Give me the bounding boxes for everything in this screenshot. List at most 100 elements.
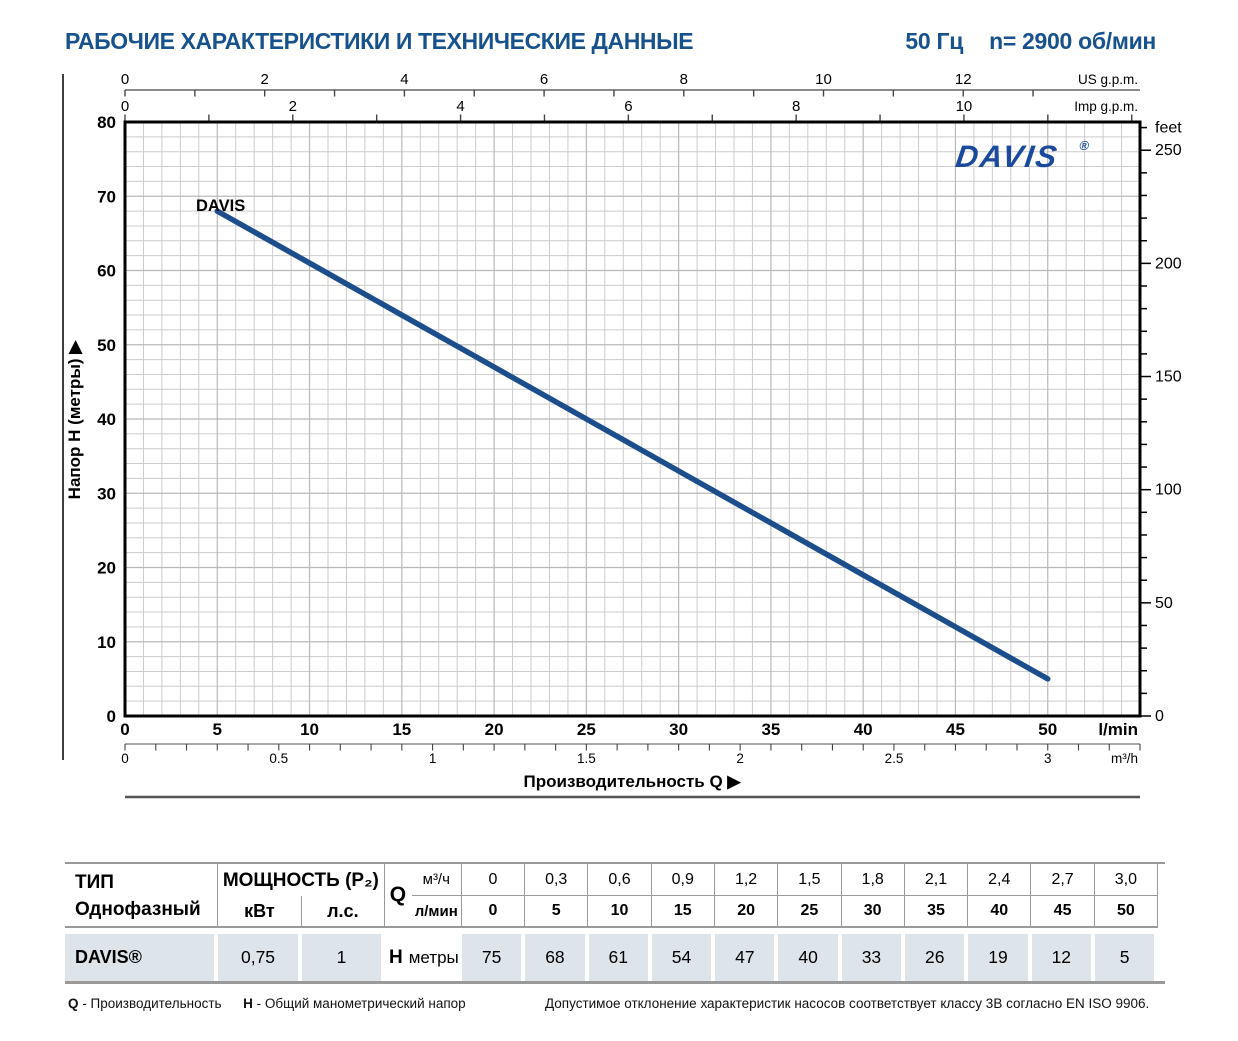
h-value: 40 [778, 934, 838, 981]
us-gpm-tick: 2 [261, 71, 269, 88]
table-top-border [65, 862, 1165, 864]
q-lmin-value: 50 [1116, 902, 1135, 919]
q-lmin-value: 25 [800, 902, 819, 919]
meters-tick: 30 [97, 484, 116, 503]
q-m3h-value: 3,0 [1094, 864, 1158, 896]
power-hp-value: 1 [302, 934, 381, 981]
q-unit-m3h: м³/ч [411, 864, 461, 896]
h-value: 33 [841, 934, 902, 981]
lmin-tick: 40 [854, 720, 873, 739]
lmin-tick: 10 [300, 720, 319, 739]
us-gpm-tick: 12 [955, 71, 972, 88]
type-sub: Однофазный [75, 899, 201, 920]
footnote-q-abbr: Q [68, 996, 79, 1011]
h-value: 19 [968, 934, 1028, 981]
us-gpm-tick: 10 [815, 71, 832, 88]
m3h-tick: 2 [736, 751, 744, 766]
imp-gpm-tick: 8 [792, 98, 800, 115]
q-m3h-value: 1,2 [714, 864, 778, 896]
lmin-tick: 45 [946, 720, 965, 739]
footnote-h-abbr: H [243, 996, 253, 1011]
us-gpm-tick: 6 [540, 71, 548, 88]
feet-tick: 150 [1155, 369, 1182, 386]
q-value-column: 1,2 20 [714, 864, 779, 926]
q-m3h-value: 0 [461, 864, 525, 896]
footnote-q-text: - Производительность [82, 996, 222, 1011]
speed-label: n= 2900 об/мин [989, 28, 1156, 54]
feet-tick: 250 [1155, 142, 1182, 159]
meters-tick: 70 [97, 187, 116, 206]
h-label: H [389, 947, 403, 968]
feet-tick: 200 [1155, 255, 1182, 272]
lmin-tick: 0 [120, 720, 129, 739]
m3h-tick: 2.5 [885, 751, 904, 766]
brand-logo-text: DAVIS [954, 139, 1061, 174]
meters-tick: 50 [97, 336, 116, 355]
pump-curve [214, 208, 1051, 682]
type-header-cell: ТИП Однофазный [65, 864, 218, 926]
table-bottom-border [65, 981, 1165, 984]
m3h-axis-label: m³/h [1111, 751, 1138, 766]
lmin-tick: 15 [392, 720, 411, 739]
imp-gpm-tick: 2 [289, 98, 297, 115]
us-gpm-tick: 4 [400, 71, 408, 88]
q-value-column: 0,6 10 [588, 864, 652, 926]
lmin-tick: 50 [1038, 720, 1057, 739]
m3h-tick: 3 [1044, 751, 1052, 766]
frequency-label: 50 Гц [905, 28, 964, 54]
q-unit-lmin: л/мин [414, 902, 458, 920]
h-value: 61 [588, 934, 648, 981]
q-m3h-value: 1,5 [778, 864, 841, 896]
q-lmin-value: 10 [610, 902, 629, 919]
m3h-tick: 0.5 [269, 751, 288, 766]
lmin-tick: 20 [485, 720, 504, 739]
power-unit-kw: кВт [218, 896, 302, 926]
footnote-legend: Q - Производительность H - Общий маномет… [68, 996, 466, 1011]
feet-tick: 0 [1155, 708, 1164, 725]
q-m3h-value: 2,7 [1031, 864, 1094, 896]
imp-gpm-tick: 10 [956, 98, 973, 115]
h-value: 68 [525, 934, 585, 981]
q-m3h-value: 2,4 [968, 864, 1031, 896]
h-value: 26 [905, 934, 965, 981]
power-header: МОЩНОСТЬ (P₂) [222, 870, 379, 891]
q-m3h-value: 0,3 [525, 864, 588, 896]
q-label: Q [389, 883, 407, 906]
q-m3h-value: 0,6 [588, 864, 651, 896]
q-lmin-value: 15 [673, 902, 692, 919]
h-value: 47 [715, 934, 775, 981]
q-lmin-value: 5 [551, 902, 561, 919]
q-value-column: 3,0 50 [1094, 864, 1159, 926]
q-value-column: 1,5 25 [778, 864, 842, 926]
feet-tick: 50 [1155, 595, 1173, 612]
footnote-tolerance: Допустимое отклонение характеристик насо… [545, 996, 1150, 1011]
table-header: ТИП Однофазный МОЩНОСТЬ (P₂) кВт л.с. Q … [65, 864, 1159, 928]
q-lmin-value: 30 [863, 902, 882, 919]
page-title: РАБОЧИЕ ХАРАКТЕРИСТИКИ И ТЕХНИЧЕСКИЕ ДАН… [65, 28, 694, 54]
q-value-column: 0,9 15 [651, 864, 715, 926]
plot-frame [123, 120, 1142, 718]
lmin-tick: 30 [669, 720, 688, 739]
h-value: 54 [651, 934, 712, 981]
power-header-cell: МОЩНОСТЬ (P₂) кВт л.с. [218, 864, 385, 926]
curve-label: DAVIS [196, 197, 245, 215]
meters-tick: 80 [97, 113, 116, 132]
h-value: 12 [1031, 934, 1091, 981]
lmin-tick: 5 [213, 720, 222, 739]
meters-tick: 60 [97, 262, 116, 281]
q-lmin-value: 20 [737, 902, 755, 919]
model-cell: DAVIS® [65, 934, 214, 981]
x-axis-title: Производительность Q ▶ [524, 772, 742, 791]
imp-gpm-axis-label: Imp g.p.m. [1074, 99, 1138, 114]
m3h-tick: 0 [121, 751, 129, 766]
power-unit-hp: л.с. [327, 900, 359, 921]
q-m3h-value: 2,1 [904, 864, 968, 896]
footnote-h-text: - Общий манометрический напор [256, 996, 466, 1011]
pump-curve-chart: 0 2 4 6 8 10 12 US g.p.m.0 2 4 6 8 10 Imp g.p.m.01020… [62, 71, 1182, 799]
q-lmin-value: 45 [1053, 902, 1072, 919]
us-gpm-tick: 8 [680, 71, 688, 88]
imp-gpm-tick: 6 [624, 98, 632, 115]
